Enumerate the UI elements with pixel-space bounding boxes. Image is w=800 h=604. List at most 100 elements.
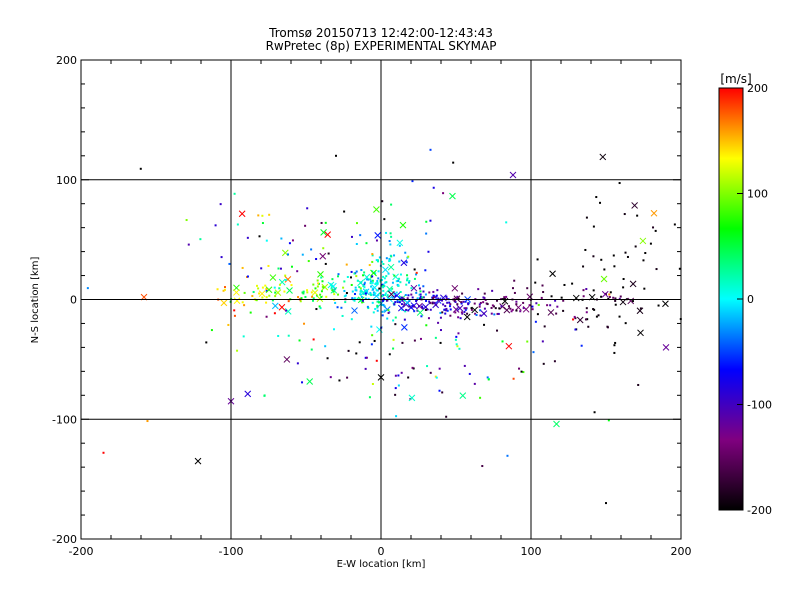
data-point xyxy=(233,309,236,312)
data-point xyxy=(310,291,313,294)
data-point xyxy=(442,303,445,306)
data-point xyxy=(394,387,397,390)
data-point xyxy=(454,300,457,303)
data-point xyxy=(482,301,485,304)
data-point-x xyxy=(650,209,658,217)
data-point xyxy=(463,364,466,367)
data-point xyxy=(614,299,617,302)
data-point xyxy=(506,454,509,457)
data-point xyxy=(439,341,442,344)
data-point xyxy=(473,302,476,305)
data-point xyxy=(614,341,617,344)
data-point xyxy=(274,291,277,294)
data-point xyxy=(321,280,324,283)
data-point xyxy=(437,297,440,300)
data-point xyxy=(369,291,372,294)
data-point xyxy=(510,310,513,313)
data-point-x xyxy=(324,231,332,239)
data-point xyxy=(382,297,385,300)
data-point xyxy=(391,281,394,284)
data-point xyxy=(536,258,539,261)
data-point xyxy=(391,296,394,299)
data-point xyxy=(404,294,407,297)
data-point-x xyxy=(396,239,404,247)
data-point xyxy=(350,235,353,238)
data-point-x xyxy=(306,378,314,385)
data-point xyxy=(377,260,380,263)
data-point xyxy=(445,415,448,418)
data-point-x xyxy=(453,295,461,303)
data-point xyxy=(519,310,522,313)
data-point-x xyxy=(459,392,467,399)
data-point xyxy=(312,297,315,300)
data-point xyxy=(419,337,422,340)
data-point xyxy=(371,334,374,337)
data-point xyxy=(407,255,410,258)
data-point xyxy=(316,279,319,282)
data-point xyxy=(381,260,384,263)
data-point xyxy=(513,279,516,282)
data-point xyxy=(541,340,544,343)
data-point xyxy=(493,313,496,316)
data-point xyxy=(389,243,392,246)
data-point xyxy=(542,362,545,365)
data-point xyxy=(464,308,467,311)
data-point xyxy=(458,347,461,350)
data-point xyxy=(320,290,323,293)
data-point xyxy=(470,308,473,311)
data-point xyxy=(366,305,369,308)
data-point xyxy=(636,214,639,217)
data-point xyxy=(483,297,486,300)
data-point xyxy=(435,376,438,379)
data-point xyxy=(360,295,363,298)
data-point xyxy=(605,502,607,505)
data-point xyxy=(541,284,544,287)
data-point xyxy=(603,268,606,271)
data-point xyxy=(329,376,332,379)
data-point-x xyxy=(373,206,380,213)
data-point xyxy=(382,303,385,306)
data-point xyxy=(371,275,374,278)
data-point xyxy=(278,283,281,286)
data-point xyxy=(265,288,268,291)
data-point xyxy=(268,294,271,297)
data-point xyxy=(280,237,283,240)
data-point xyxy=(324,262,327,265)
data-point xyxy=(337,273,340,276)
data-point xyxy=(370,343,373,346)
data-point xyxy=(631,300,634,303)
data-point xyxy=(386,317,389,320)
data-point xyxy=(370,325,373,328)
data-point xyxy=(399,290,402,293)
data-point xyxy=(574,317,577,320)
data-point xyxy=(362,274,365,277)
data-point xyxy=(643,287,646,290)
data-point-x xyxy=(387,263,395,271)
data-point xyxy=(364,356,367,359)
data-point xyxy=(355,242,358,245)
data-point xyxy=(512,377,515,380)
data-point xyxy=(652,226,655,229)
data-point xyxy=(612,296,615,299)
data-point xyxy=(553,360,556,363)
data-point xyxy=(265,289,268,292)
data-point xyxy=(374,283,377,286)
data-point xyxy=(599,201,602,204)
x-tick-label: -100 xyxy=(219,545,244,558)
data-point xyxy=(355,275,358,278)
data-point xyxy=(479,314,482,317)
data-point xyxy=(402,297,405,300)
data-point xyxy=(422,290,425,293)
data-point xyxy=(374,272,377,275)
data-point xyxy=(417,305,420,308)
data-point xyxy=(350,318,353,321)
data-point xyxy=(388,258,391,261)
data-point xyxy=(268,213,271,216)
data-point xyxy=(388,353,391,356)
data-point xyxy=(595,196,598,199)
data-point xyxy=(397,374,400,377)
data-point xyxy=(563,283,566,286)
data-point xyxy=(600,258,603,261)
data-point xyxy=(383,285,386,288)
data-point xyxy=(382,262,385,265)
